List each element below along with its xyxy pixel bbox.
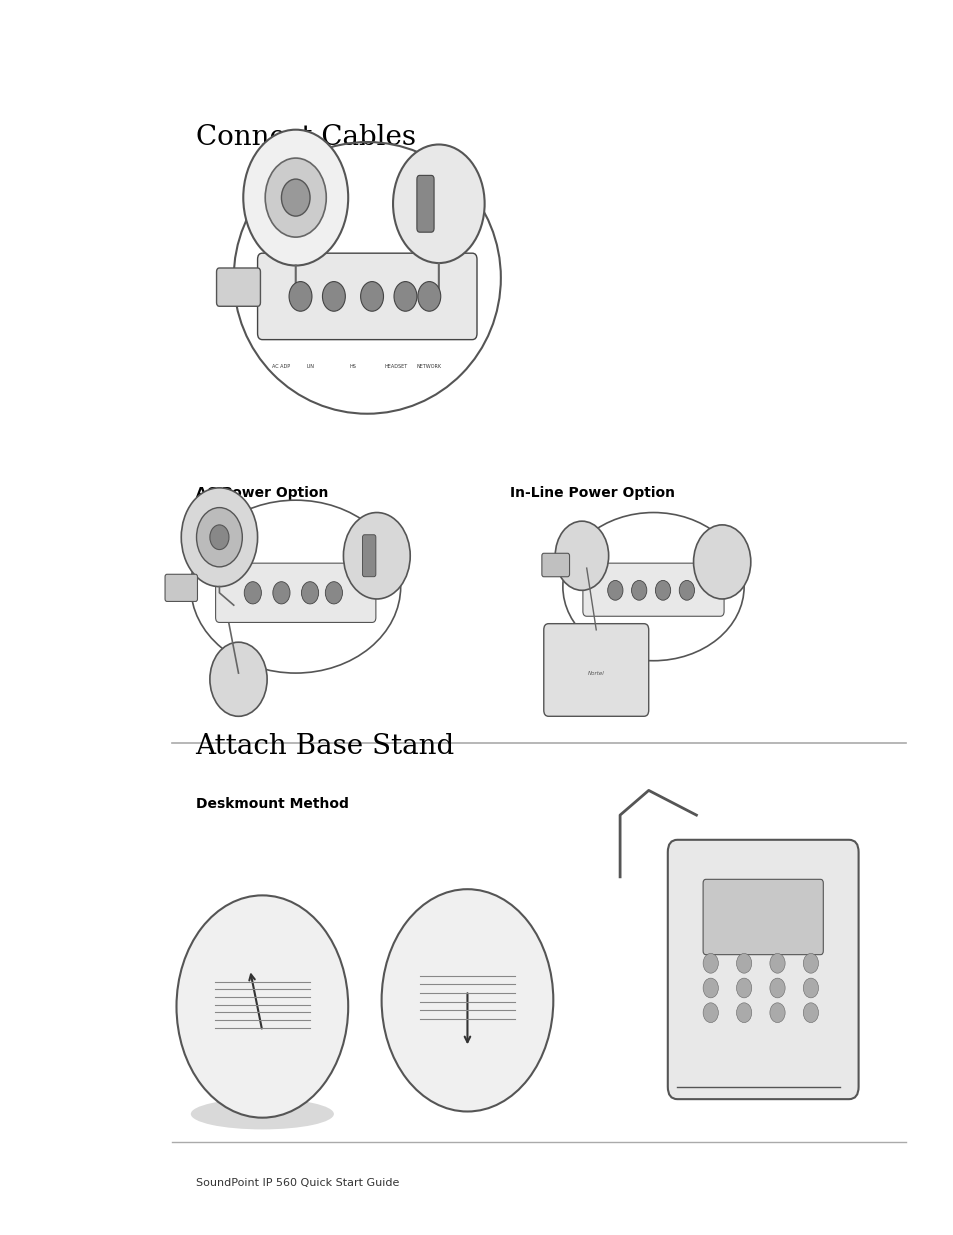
Circle shape <box>394 282 416 311</box>
Circle shape <box>265 158 326 237</box>
Circle shape <box>702 1003 718 1023</box>
Circle shape <box>301 582 318 604</box>
Text: SoundPoint IP 560 Quick Start Guide: SoundPoint IP 560 Quick Start Guide <box>195 1178 398 1188</box>
Circle shape <box>181 488 257 587</box>
Text: Connect Cables: Connect Cables <box>195 124 416 151</box>
Circle shape <box>736 978 751 998</box>
Circle shape <box>607 580 622 600</box>
FancyBboxPatch shape <box>667 840 858 1099</box>
Circle shape <box>769 953 784 973</box>
FancyBboxPatch shape <box>216 268 260 306</box>
Text: Deskmount Method: Deskmount Method <box>195 797 348 810</box>
Circle shape <box>702 978 718 998</box>
Circle shape <box>736 1003 751 1023</box>
Circle shape <box>802 1003 818 1023</box>
FancyBboxPatch shape <box>165 574 197 601</box>
Text: LIN: LIN <box>306 364 314 369</box>
FancyBboxPatch shape <box>362 535 375 577</box>
Circle shape <box>273 582 290 604</box>
Circle shape <box>802 978 818 998</box>
FancyBboxPatch shape <box>702 879 822 955</box>
Circle shape <box>679 580 694 600</box>
Circle shape <box>360 282 383 311</box>
Text: Nortel: Nortel <box>587 671 604 676</box>
FancyBboxPatch shape <box>215 563 375 622</box>
Ellipse shape <box>191 1099 334 1129</box>
Circle shape <box>196 508 242 567</box>
Text: HS: HS <box>349 364 356 369</box>
Circle shape <box>693 525 750 599</box>
Circle shape <box>769 1003 784 1023</box>
Circle shape <box>381 889 553 1112</box>
Circle shape <box>555 521 608 590</box>
Circle shape <box>210 642 267 716</box>
Text: AC Power Option: AC Power Option <box>195 487 328 500</box>
Circle shape <box>210 525 229 550</box>
Circle shape <box>343 513 410 599</box>
Circle shape <box>802 953 818 973</box>
Circle shape <box>417 282 440 311</box>
Circle shape <box>322 282 345 311</box>
Circle shape <box>655 580 670 600</box>
Circle shape <box>244 582 261 604</box>
FancyBboxPatch shape <box>257 253 476 340</box>
Text: In-Line Power Option: In-Line Power Option <box>510 487 675 500</box>
FancyBboxPatch shape <box>541 553 569 577</box>
Text: Attach Base Stand: Attach Base Stand <box>195 732 455 760</box>
Text: HEADSET: HEADSET <box>384 364 407 369</box>
Circle shape <box>736 953 751 973</box>
Circle shape <box>631 580 646 600</box>
Text: AC ADP: AC ADP <box>273 364 290 369</box>
Circle shape <box>176 895 348 1118</box>
Circle shape <box>769 978 784 998</box>
Circle shape <box>702 953 718 973</box>
FancyBboxPatch shape <box>543 624 648 716</box>
Circle shape <box>243 130 348 266</box>
Circle shape <box>325 582 342 604</box>
FancyBboxPatch shape <box>416 175 434 232</box>
Text: NETWORK: NETWORK <box>416 364 441 369</box>
Circle shape <box>281 179 310 216</box>
FancyBboxPatch shape <box>582 563 723 616</box>
Circle shape <box>393 144 484 263</box>
Circle shape <box>289 282 312 311</box>
